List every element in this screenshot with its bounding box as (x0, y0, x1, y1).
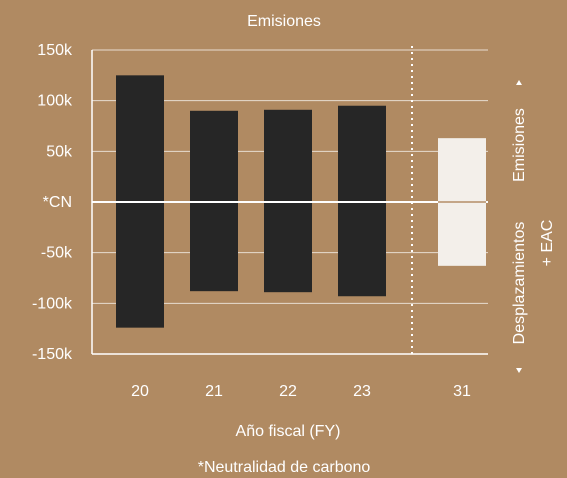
footnote: *Neutralidad de carbono (198, 459, 371, 476)
y-tick-label: -150k (32, 346, 73, 363)
offsets-side-label-line2: + EAC (539, 220, 556, 267)
bar-offsets-22 (264, 202, 312, 293)
bar-emissions-21 (190, 110, 238, 202)
down-arrow-icon (516, 368, 522, 373)
x-tick-label: 22 (279, 383, 297, 400)
x-tick-label: 23 (353, 383, 371, 400)
axes: 150k 100k 50k *CN -50k -100k -150k 20 21 22 23 31 (32, 42, 488, 400)
bar-emissions-20 (116, 75, 164, 202)
x-axis-label: Año fiscal (FY) (236, 423, 341, 440)
emissions-side-label: Emisiones (511, 108, 528, 182)
x-tick-label: 31 (453, 383, 471, 400)
y-tick-label: *CN (43, 194, 72, 211)
y-tick-label: -50k (41, 245, 73, 262)
chart-title: Emisiones (247, 13, 321, 30)
bar-emissions-22 (264, 109, 312, 202)
y-tick-label: 50k (46, 143, 73, 160)
bar-offsets-31 (438, 202, 486, 266)
y-tick-label: 100k (37, 93, 73, 110)
bar-offsets-23 (338, 202, 386, 297)
bar-emissions-23 (338, 105, 386, 202)
bar-offsets-20 (116, 202, 164, 328)
y-tick-label: 150k (37, 42, 73, 59)
bar-emissions-31 (438, 138, 486, 202)
x-tick-label: 21 (205, 383, 223, 400)
offsets-side-label-line1: Desplazamientos (511, 222, 528, 345)
bar-offsets-21 (190, 202, 238, 292)
up-arrow-icon (516, 80, 522, 85)
bars (116, 75, 486, 328)
x-tick-label: 20 (131, 383, 149, 400)
y-tick-label: -100k (32, 295, 73, 312)
